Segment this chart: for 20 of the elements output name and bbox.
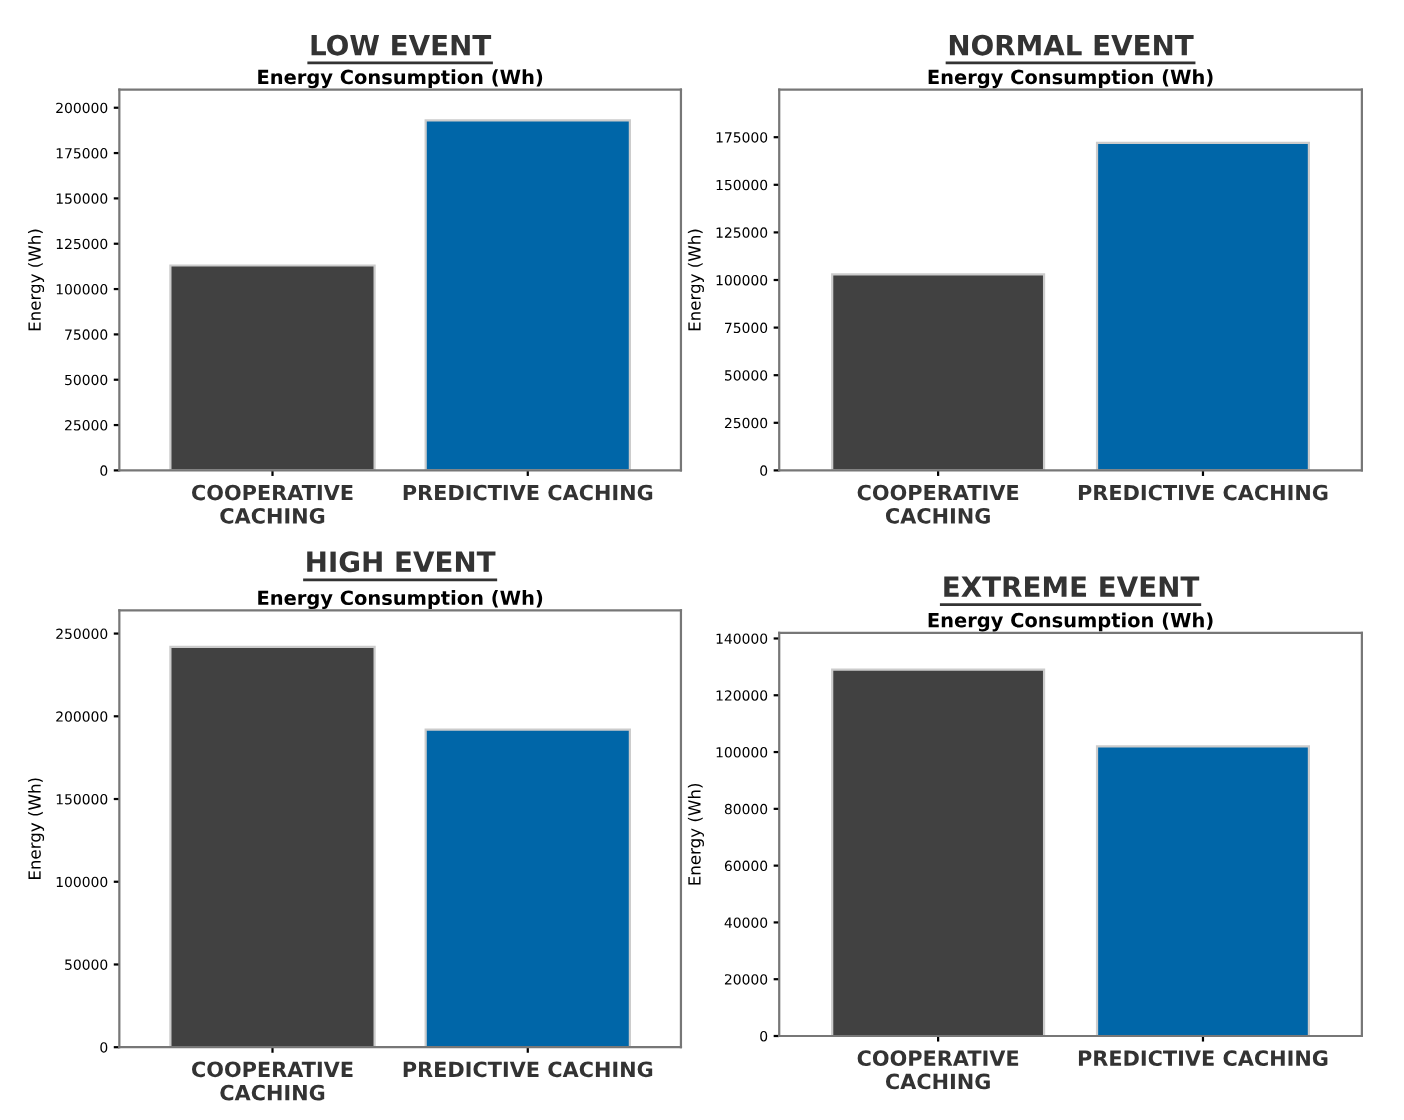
y-axis-title: Energy (Wh) xyxy=(687,783,704,885)
chart-subtitle: Energy Consumption (Wh) xyxy=(258,590,543,610)
chart-subtitle: Energy Consumption (Wh) xyxy=(928,69,1213,89)
chart-title: HIGH EVENT xyxy=(307,551,496,573)
chart-subtitle: Energy Consumption (Wh) xyxy=(258,69,543,89)
x-tick-label: COOPERATIVE CACHING xyxy=(192,484,353,524)
x-tick-label: COOPERATIVE CACHING xyxy=(192,1061,353,1101)
x-tick-label: COOPERATIVE CACHING xyxy=(857,484,1019,524)
y-axis-title: Energy (Wh) xyxy=(687,229,704,331)
x-tick-label: PREDICTIVE CACHING xyxy=(1078,1050,1328,1067)
chart-subtitle: Energy Consumption (Wh) xyxy=(928,612,1213,632)
x-tick-label: PREDICTIVE CACHING xyxy=(403,484,653,501)
y-axis-title: Energy (Wh) xyxy=(27,778,45,880)
chart-title: NORMAL EVENT xyxy=(949,34,1194,56)
y-axis-title: Energy (Wh) xyxy=(27,229,45,331)
x-tick-label: PREDICTIVE CACHING xyxy=(1078,484,1328,501)
chart-title: LOW EVENT xyxy=(311,34,492,56)
x-tick-label: COOPERATIVE CACHING xyxy=(857,1050,1019,1090)
chart-title: EXTREME EVENT xyxy=(944,576,1200,597)
x-tick-label: PREDICTIVE CACHING xyxy=(403,1061,653,1078)
